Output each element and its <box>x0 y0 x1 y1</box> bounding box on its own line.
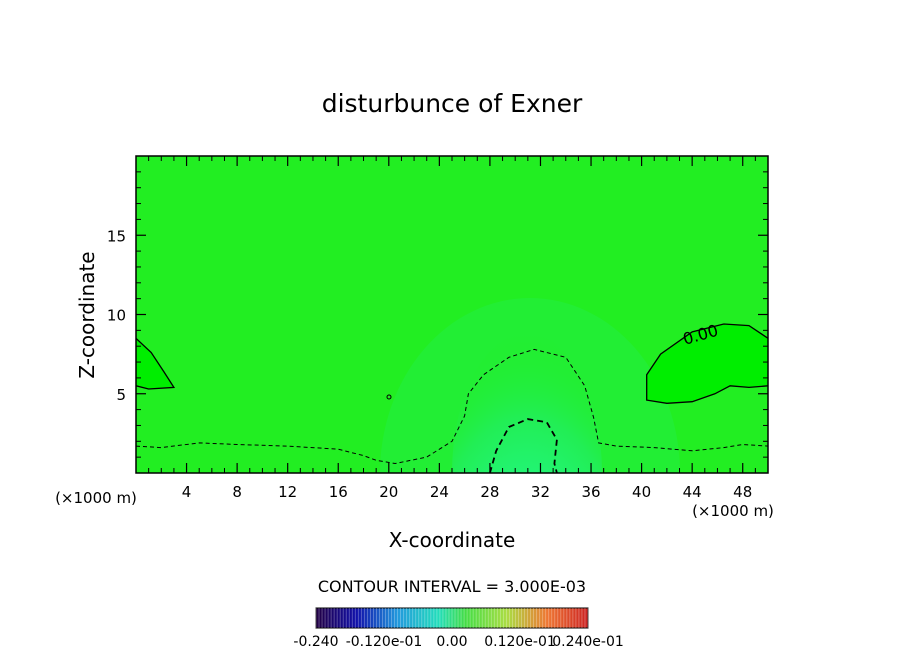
contour-line-0 <box>136 337 176 390</box>
y-axis-label: Z-coordinate <box>75 251 99 378</box>
contour-line-1 <box>646 323 768 404</box>
x-axis-unit: (×1000 m) <box>692 502 774 520</box>
contour-lines <box>136 323 768 473</box>
x-axis-minor-ticks <box>148 156 756 473</box>
chart-title: disturbunce of Exner <box>322 89 583 118</box>
y-tick-label-15: 15 <box>107 227 126 245</box>
x-tick-label-16: 16 <box>329 483 348 501</box>
contour-line-3 <box>489 418 558 473</box>
colorbar-labels: -0.240 -0.120e-01 0.00 0.120e-010.240e-01 <box>293 634 623 650</box>
small-closed-contour <box>386 394 392 400</box>
colorbar-label-4: 0.240e-01 <box>552 634 624 650</box>
field-positive-left <box>136 338 174 389</box>
x-tick-label-28: 28 <box>480 483 499 501</box>
x-tick-label-44: 44 <box>683 483 702 501</box>
x-tick-label-36: 36 <box>581 483 600 501</box>
colorbar: -0.240 -0.120e-01 0.00 0.120e-010.240e-01 <box>293 607 624 650</box>
x-tick-label-8: 8 <box>232 483 242 501</box>
colorbar-label-2: 0.00 <box>436 634 467 650</box>
colorbar-stripes <box>315 608 589 628</box>
plot-area <box>136 156 768 473</box>
x-tick-label-48: 48 <box>733 483 752 501</box>
x-tick-label-32: 32 <box>531 483 550 501</box>
y-axis-unit: (×1000 m) <box>55 489 137 507</box>
contour-line-2 <box>136 348 768 465</box>
y-axis-ticks: 5 10 15 <box>107 227 768 404</box>
x-axis-ticks: 4 8 12 16 20 24 28 32 36 40 44 48 <box>182 156 752 501</box>
colorbar-gradient-bar <box>315 607 589 629</box>
x-tick-label-40: 40 <box>632 483 651 501</box>
field-negative-core <box>452 333 602 473</box>
x-tick-label-20: 20 <box>379 483 398 501</box>
y-tick-label-10: 10 <box>107 307 126 325</box>
y-tick-label-5: 5 <box>116 386 126 404</box>
colorbar-label-1: -0.120e-01 <box>346 634 423 650</box>
x-axis-label: X-coordinate <box>389 528 516 552</box>
field-positive-right <box>646 324 768 404</box>
y-axis-minor-ticks <box>136 171 768 458</box>
x-tick-label-24: 24 <box>430 483 449 501</box>
colorbar-label-0: -0.240 <box>293 634 338 650</box>
contour-interval-text: CONTOUR INTERVAL = 3.000E-03 <box>318 577 586 596</box>
colorbar-label-3: 0.120e-01 <box>484 634 556 650</box>
x-tick-label-4: 4 <box>182 483 192 501</box>
x-tick-label-12: 12 <box>278 483 297 501</box>
